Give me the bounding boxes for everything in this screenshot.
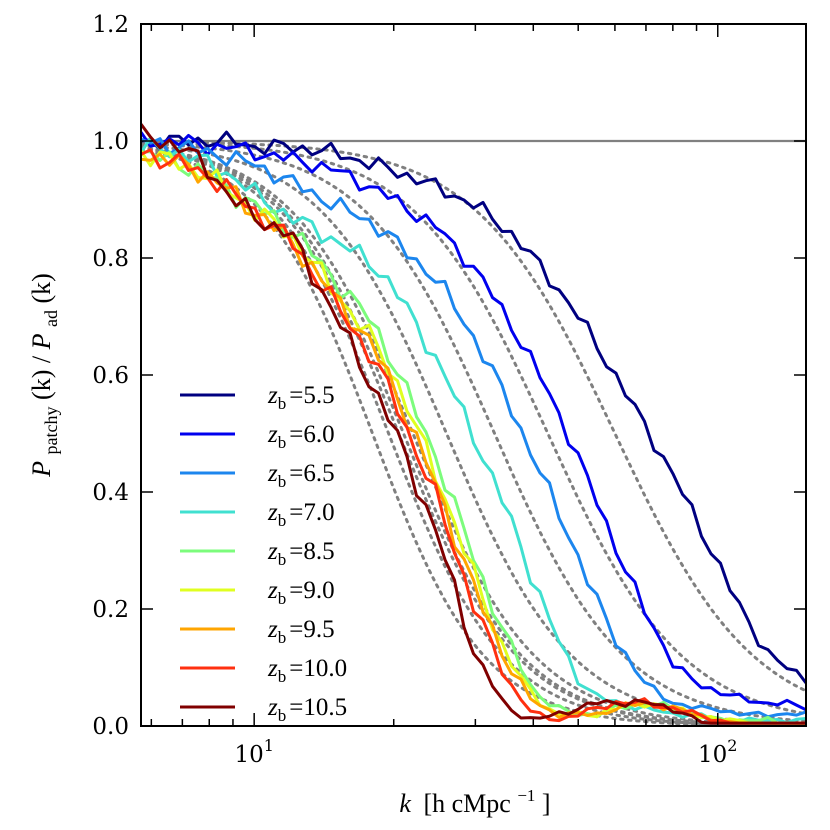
legend: zb =5.5zb =6.0zb =6.5zb =7.0zb =8.5zb =9.0zb =9… bbox=[180, 382, 347, 725]
legend-label-var: z bbox=[267, 577, 278, 604]
legend-label: zb =6.0 bbox=[267, 421, 335, 452]
series-line-zb-6-0 bbox=[141, 131, 806, 712]
y-tick-label: 1.0 bbox=[92, 129, 129, 155]
x-tick-label-exp: 1 bbox=[264, 736, 274, 755]
legend-label-var: z bbox=[267, 694, 278, 721]
legend-label-var: z bbox=[267, 538, 278, 565]
y-tick-label: 0.2 bbox=[92, 597, 129, 623]
legend-label-var: z bbox=[267, 421, 278, 448]
x-tick-label: 102 bbox=[698, 736, 737, 768]
legend-label-value: =6.0 bbox=[289, 421, 334, 448]
fit-curve bbox=[141, 146, 806, 726]
x-tick-label-base: 10 bbox=[234, 742, 263, 768]
x-tick-labels: 101 102 bbox=[234, 736, 737, 768]
legend-label: zb =9.0 bbox=[267, 577, 335, 608]
series-line-zb-10-0 bbox=[141, 148, 806, 725]
legend-label-value: =9.0 bbox=[289, 577, 334, 604]
legend-label-sub: b bbox=[278, 433, 287, 452]
y-tick-label: 0.6 bbox=[92, 363, 129, 389]
y-axis-label-num-sub: patchy bbox=[41, 406, 61, 454]
legend-label-sub: b bbox=[278, 472, 287, 491]
legend-label-var: z bbox=[267, 499, 278, 526]
legend-label-value: =7.0 bbox=[289, 499, 334, 526]
x-axis-label-var: k bbox=[399, 789, 411, 818]
legend-label-value: =10.0 bbox=[289, 655, 347, 682]
legend-label: zb =7.0 bbox=[267, 499, 335, 530]
y-axis-label-den-arg: (k) bbox=[27, 273, 56, 303]
legend-label-var: z bbox=[267, 655, 278, 682]
x-axis-label-units: [h cMpc bbox=[423, 789, 510, 818]
y-axis-label-den-var: P bbox=[27, 333, 56, 350]
legend-label-value: =8.5 bbox=[289, 538, 334, 565]
plot-frame bbox=[140, 23, 807, 727]
y-axis-label-num-arg: (k) bbox=[27, 370, 56, 400]
series-line-zb-5-5 bbox=[141, 130, 806, 684]
y-tick-label: 0.8 bbox=[92, 246, 129, 272]
legend-label-sub: b bbox=[278, 550, 287, 569]
x-tick-label: 101 bbox=[234, 736, 273, 768]
legend-label-var: z bbox=[267, 460, 278, 487]
x-tick-label-exp: 2 bbox=[727, 736, 737, 755]
legend-label-sub: b bbox=[278, 394, 287, 413]
legend-label-sub: b bbox=[278, 667, 287, 686]
plot-background bbox=[141, 24, 806, 726]
y-axis-label-slash: / bbox=[27, 355, 56, 363]
legend-label-value: =6.5 bbox=[289, 460, 334, 487]
legend-label-sub: b bbox=[278, 589, 287, 608]
legend-label: zb =6.5 bbox=[267, 460, 335, 491]
y-axis-label-num-var: P bbox=[27, 461, 56, 478]
y-tick-label: 0.4 bbox=[92, 480, 129, 506]
y-tick-labels: 0.0 0.2 0.4 0.6 0.8 1.0 1.2 bbox=[92, 12, 129, 740]
x-tick-label-base: 10 bbox=[698, 742, 727, 768]
legend-label-value: =9.5 bbox=[289, 616, 334, 643]
legend-label: zb =10.5 bbox=[267, 694, 347, 725]
legend-label-sub: b bbox=[278, 628, 287, 647]
series-line-zb-6-5 bbox=[141, 137, 806, 719]
legend-label: zb =8.5 bbox=[267, 538, 335, 569]
legend-label-var: z bbox=[267, 382, 278, 409]
legend-label-value: =5.5 bbox=[289, 382, 334, 409]
x-axis-label-close: ] bbox=[542, 789, 551, 818]
legend-label-value: =10.5 bbox=[289, 694, 347, 721]
legend-label: zb =9.5 bbox=[267, 616, 335, 647]
legend-label-sub: b bbox=[278, 706, 287, 725]
legend-label-sub: b bbox=[278, 511, 287, 530]
legend-label: zb =10.0 bbox=[267, 655, 347, 686]
y-tick-label: 0.0 bbox=[92, 714, 129, 740]
y-tick-label: 1.2 bbox=[92, 12, 129, 38]
legend-label-var: z bbox=[267, 616, 278, 643]
x-axis-label: k [h cMpc −1 ] bbox=[399, 778, 550, 818]
y-axis-label-den-sub: ad bbox=[41, 310, 61, 327]
series-line-zb-10-5 bbox=[141, 123, 806, 725]
x-axis-label-exp: −1 bbox=[517, 786, 535, 805]
legend-label: zb =5.5 bbox=[267, 382, 335, 413]
data-series bbox=[141, 123, 806, 725]
y-axis-label: P patchy (k) / P ad (k) bbox=[27, 273, 63, 478]
fit-curve bbox=[141, 140, 806, 716]
fit-curve bbox=[141, 148, 806, 726]
